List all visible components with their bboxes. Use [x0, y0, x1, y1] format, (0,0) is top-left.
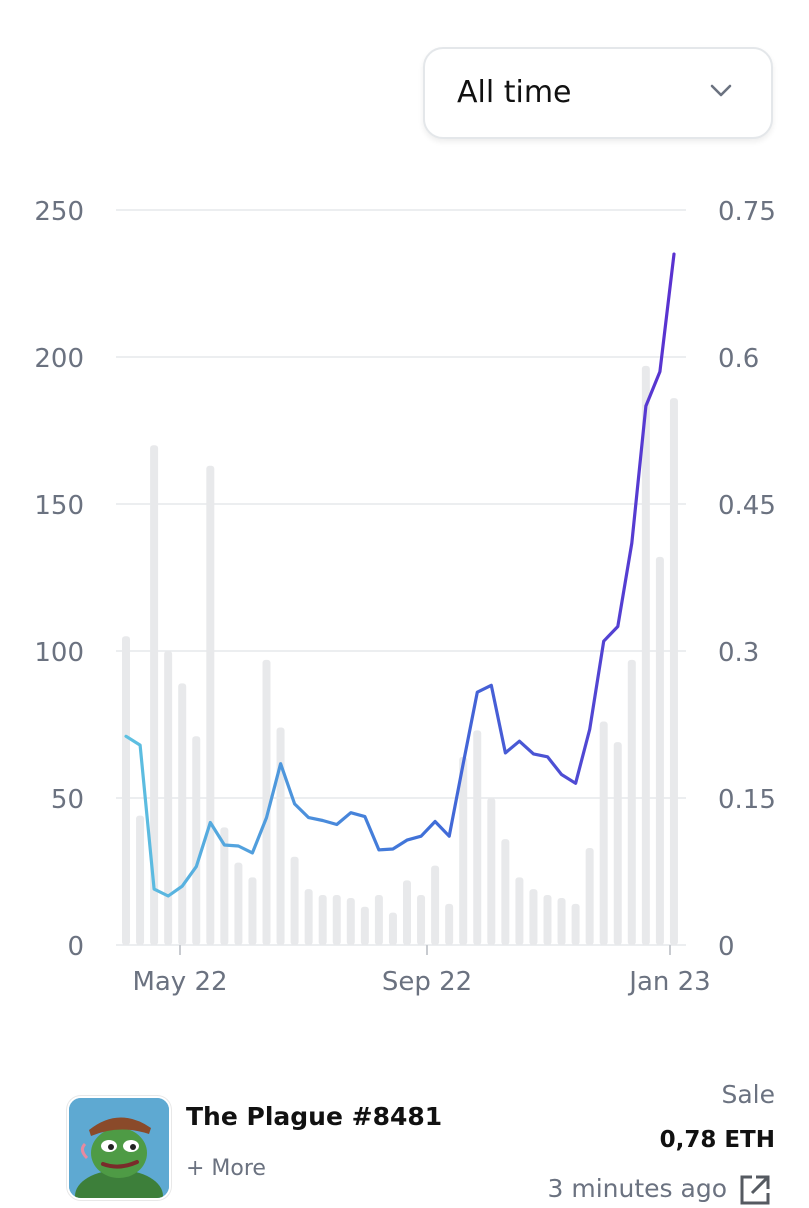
volume-bar — [164, 651, 173, 945]
x-tick-label: Jan 23 — [627, 967, 710, 997]
volume-bar — [445, 903, 454, 945]
x-tick-label: Sep 22 — [382, 967, 472, 997]
volume-bar — [641, 365, 650, 945]
left-tick-label: 100 — [34, 638, 84, 668]
sale-item-row[interactable]: The Plague #8481 + More Sale 0,78 ETH 3 … — [0, 1080, 809, 1205]
time-range-select[interactable]: All time — [423, 47, 773, 139]
more-link[interactable]: + More — [186, 1156, 266, 1181]
volume-bar — [388, 912, 397, 945]
volume-bar — [669, 398, 678, 945]
right-tick-label: 0.15 — [718, 785, 776, 815]
volume-bar — [515, 877, 524, 945]
volume-bar — [122, 636, 130, 945]
right-tick-label: 0.6 — [718, 344, 759, 374]
volume-bar — [206, 465, 215, 945]
volume-bar — [346, 897, 355, 945]
volume-bar — [487, 798, 496, 945]
price-line — [124, 252, 676, 898]
left-axis-ticks: 0 50 100 150 200 250 — [34, 197, 84, 962]
volume-bar — [529, 889, 538, 945]
left-tick-label: 0 — [67, 932, 84, 962]
volume-bar — [192, 736, 201, 945]
volume-bar — [431, 865, 440, 945]
price-volume-chart: 0 50 100 150 200 250 0 0.15 0.3 0.45 0.6 0.75 May … — [34, 197, 776, 997]
volume-bar — [374, 895, 383, 945]
volume-bar — [599, 721, 608, 945]
volume-bars — [122, 365, 678, 945]
plague-frog-avatar — [69, 1098, 169, 1198]
volume-bar — [262, 659, 271, 945]
right-tick-label: 0.75 — [718, 197, 776, 227]
volume-bar — [178, 683, 187, 945]
chevron-down-icon — [710, 84, 732, 97]
x-axis-ticks: May 22 Sep 22 Jan 23 — [132, 945, 711, 997]
volume-bar — [332, 895, 341, 945]
x-tick-label: May 22 — [132, 967, 227, 997]
volume-bar — [220, 827, 229, 945]
volume-bar — [473, 730, 482, 945]
volume-bar — [150, 445, 159, 945]
right-axis-ticks: 0 0.15 0.3 0.45 0.6 0.75 — [718, 197, 776, 962]
volume-bar — [613, 742, 622, 945]
sale-type-label: Sale — [721, 1080, 775, 1109]
volume-bar — [585, 847, 594, 945]
volume-bar — [403, 880, 411, 945]
volume-bar — [571, 903, 580, 945]
volume-bar — [234, 862, 243, 945]
volume-bar — [360, 906, 369, 945]
volume-bar — [627, 659, 636, 945]
right-tick-label: 0.3 — [718, 638, 759, 668]
volume-bar — [543, 895, 552, 945]
volume-bar — [557, 897, 566, 945]
volume-bar — [136, 815, 145, 945]
left-tick-label: 200 — [34, 344, 84, 374]
price-line-group — [124, 252, 676, 898]
volume-bar — [417, 895, 426, 945]
volume-bar — [248, 877, 257, 945]
external-link-icon[interactable] — [737, 1172, 773, 1208]
volume-bar — [276, 727, 285, 945]
left-tick-label: 50 — [51, 785, 84, 815]
volume-bar — [655, 556, 664, 945]
left-tick-label: 250 — [34, 197, 84, 227]
right-tick-label: 0.45 — [718, 491, 776, 521]
right-tick-label: 0 — [718, 932, 735, 962]
volume-bar — [501, 839, 510, 945]
volume-bar — [459, 756, 468, 945]
left-tick-label: 150 — [34, 491, 84, 521]
volume-bar — [304, 889, 313, 945]
nft-thumbnail[interactable] — [67, 1096, 171, 1200]
volume-bar — [290, 856, 299, 945]
volume-bar — [318, 895, 327, 945]
sale-price: 0,78 ETH — [659, 1127, 775, 1153]
time-range-value: All time — [457, 75, 572, 110]
sale-time: 3 minutes ago — [547, 1174, 727, 1203]
nft-name[interactable]: The Plague #8481 — [186, 1102, 443, 1131]
